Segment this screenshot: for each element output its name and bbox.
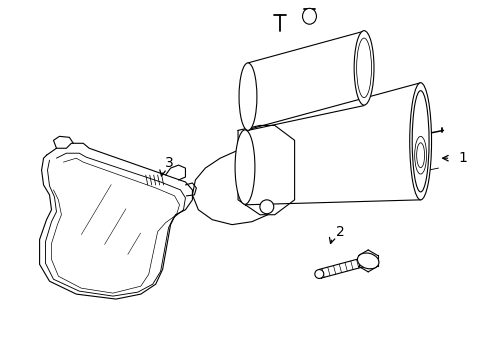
Ellipse shape: [259, 200, 273, 214]
Ellipse shape: [356, 38, 371, 98]
Ellipse shape: [235, 130, 254, 204]
Ellipse shape: [416, 143, 424, 168]
Ellipse shape: [409, 83, 431, 200]
Ellipse shape: [411, 91, 428, 192]
Text: 2: 2: [336, 225, 345, 239]
Ellipse shape: [414, 136, 426, 174]
Ellipse shape: [302, 8, 316, 24]
Text: 3: 3: [164, 156, 173, 170]
Ellipse shape: [353, 31, 373, 105]
Text: 1: 1: [457, 151, 466, 165]
Ellipse shape: [314, 270, 323, 279]
Ellipse shape: [357, 253, 378, 269]
Ellipse shape: [239, 63, 256, 130]
